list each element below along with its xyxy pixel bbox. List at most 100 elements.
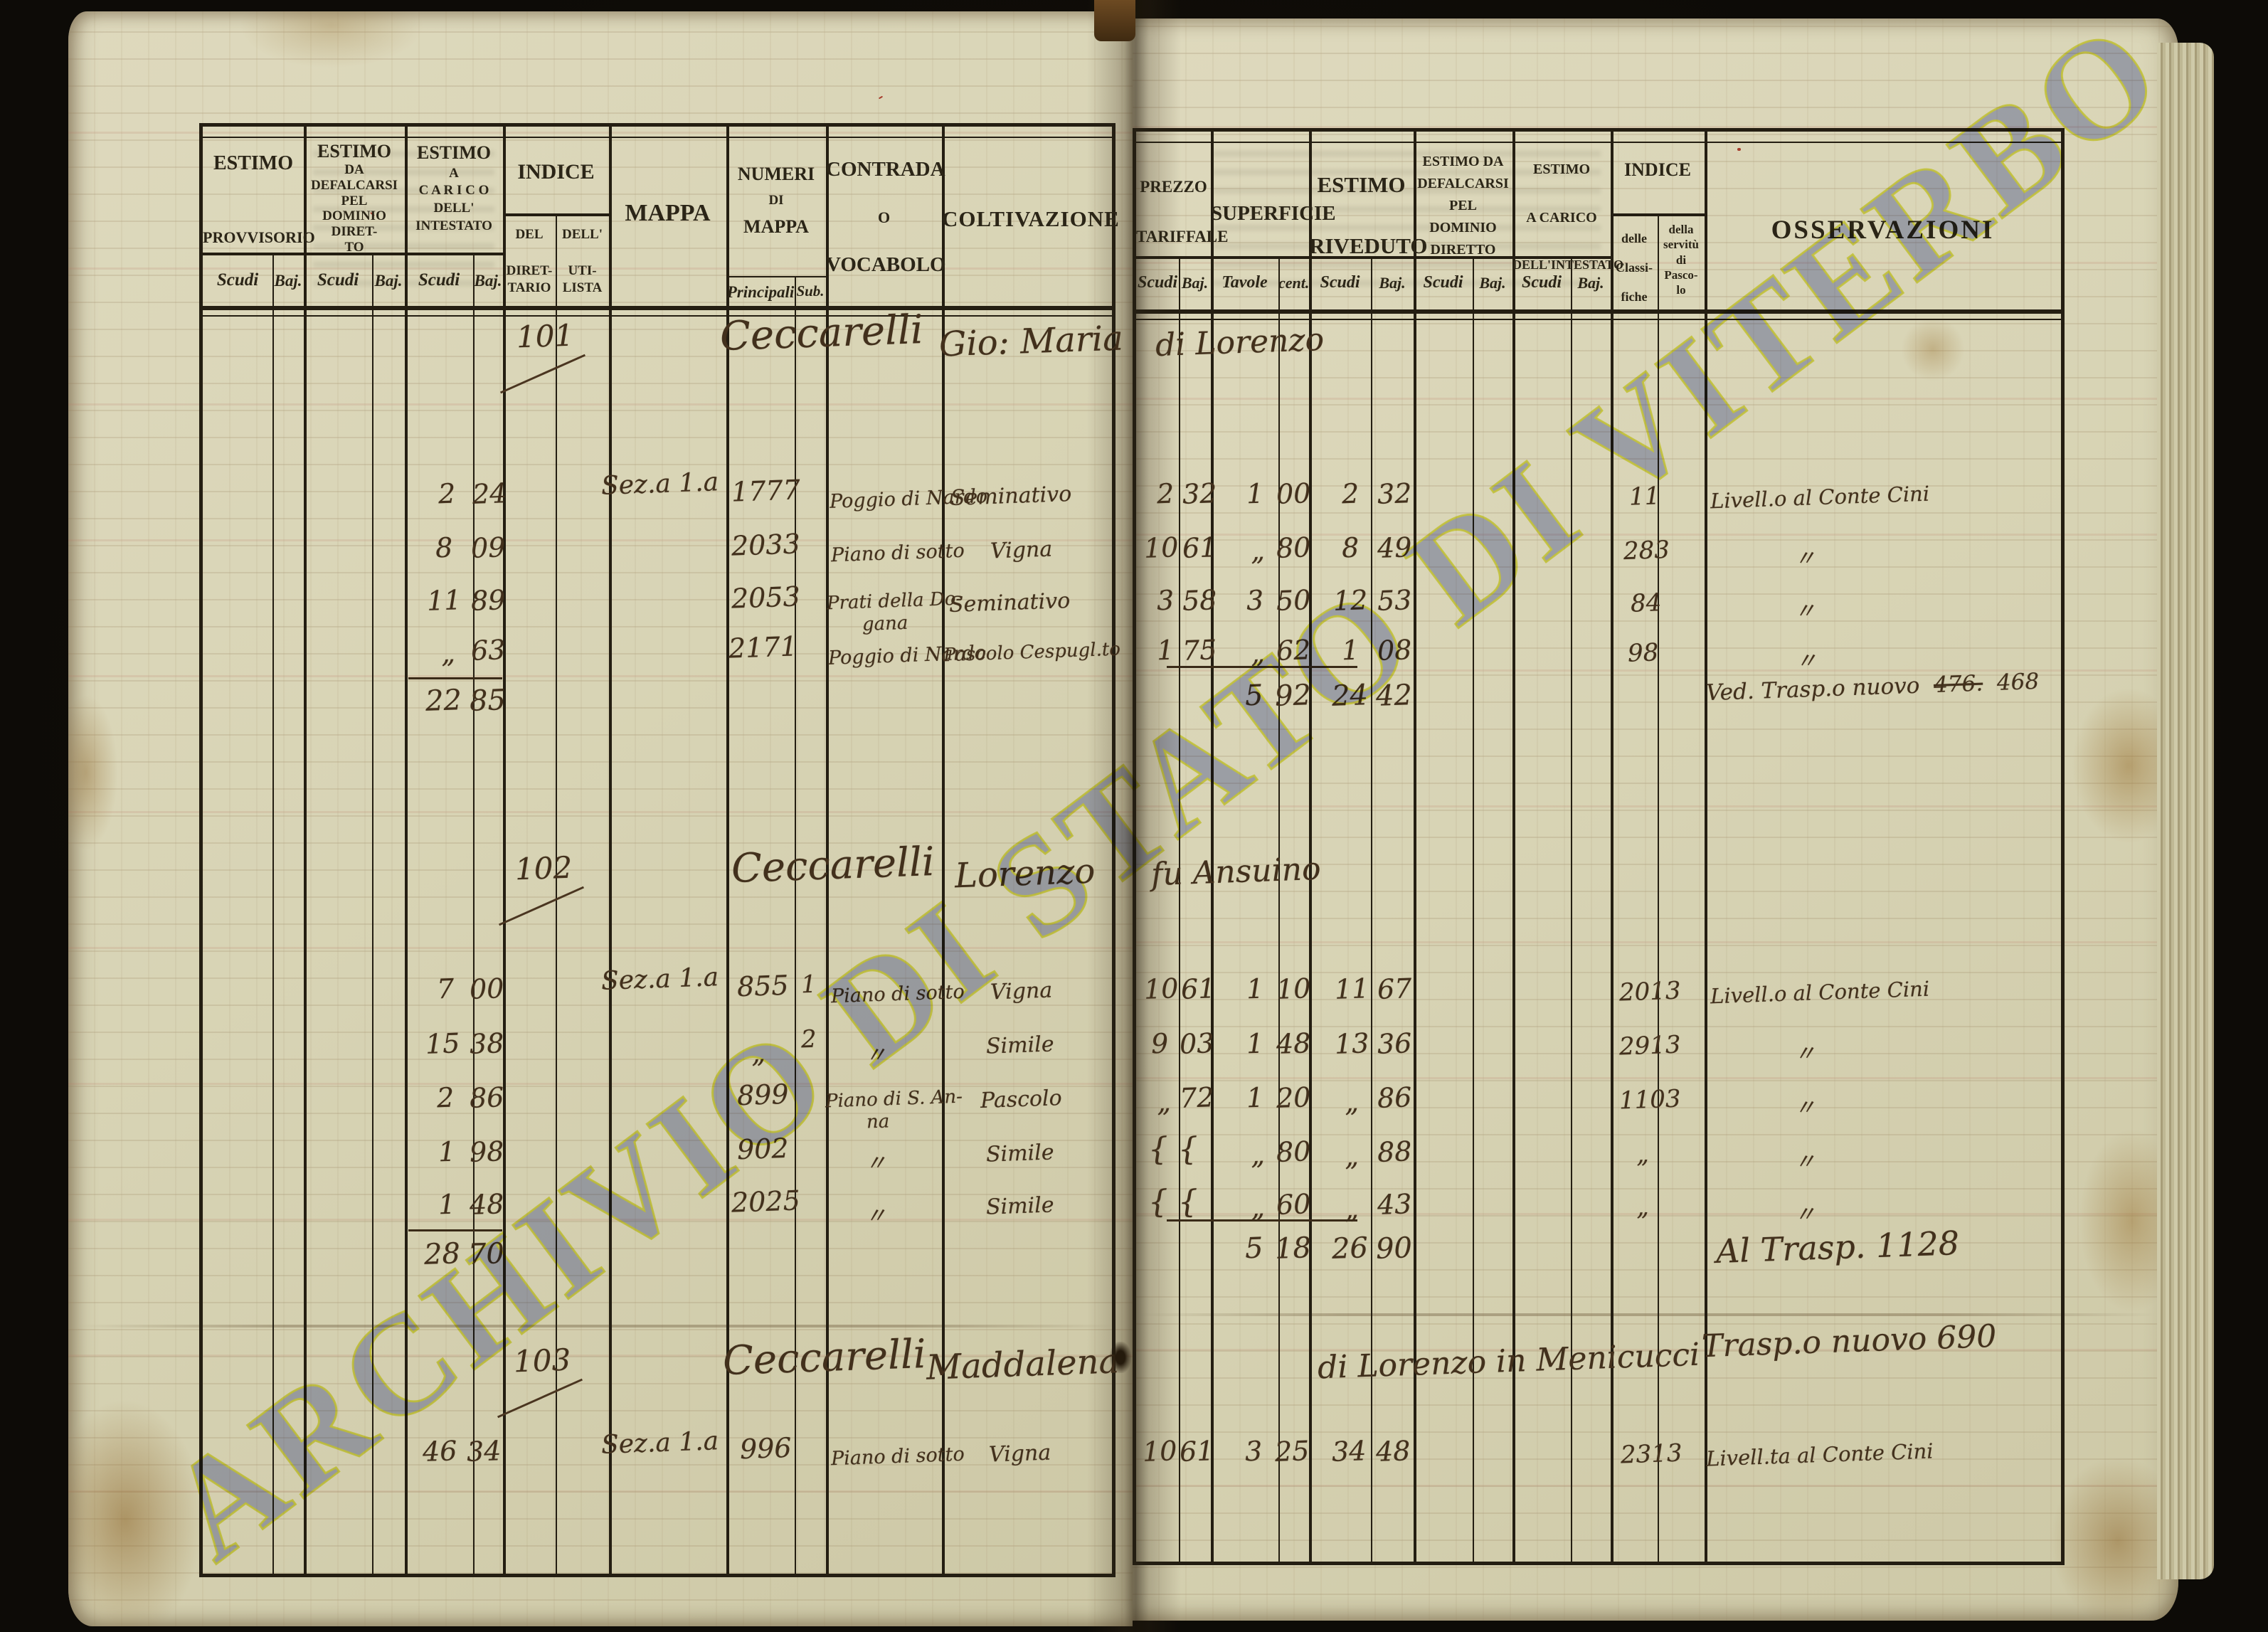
total-riveduto-baj: 90 [1375,1231,1413,1266]
col-header-estimo-carico: ESTIMO A C A R I C O DELL' INTESTATO [405,141,503,235]
subcol-divider [1571,256,1572,1562]
subcol-divider [795,276,796,1574]
cell-riveduto-baj: 88 [1377,1135,1413,1168]
subheader-scudi: Scudi [1320,273,1360,292]
cell-prezzo-scudi: 10 [1142,1435,1178,1468]
cell-contrada-ditto: 〃 [864,1150,887,1177]
ink-blot [1110,1342,1131,1373]
cell-carico-baj: 34 [466,1435,502,1468]
cell-prezzo-baj: 03 [1179,1027,1215,1060]
col-header-principali: Principali [726,283,795,301]
cell-coltivazione: Pascolo [980,1086,1063,1113]
col-header-indice: INDICE [1624,159,1691,180]
cell-carico-baj: 38 [469,1027,505,1060]
cell-contrada-line2: na [866,1111,890,1133]
subcol-divider [556,213,557,1574]
cell-prezzo-brace: { [1148,1183,1169,1221]
cell-coltivazione: Seminativo [950,482,1072,511]
label: PEL [341,193,368,208]
label: DEL [515,227,544,242]
cell-coltivazione: Simile [985,1192,1055,1220]
right-page-ruling [1133,18,2178,1621]
rule [503,213,609,216]
cell-superficie-tavole: „ [1250,534,1266,567]
cell-carico-baj: 00 [469,973,505,1005]
label: ESTIMO [416,142,492,163]
col-header-estimo-carico: ESTIMO A CARICO DELL'INTESTATO [1512,158,1624,275]
cell-carico-baj: 89 [470,584,507,617]
cell-superficie-tavole: 3 [1244,1435,1263,1468]
total-carico-scudi: 22 [425,684,462,718]
label: di [1675,253,1687,267]
cell-prezzo-scudi: 1 [1156,634,1175,667]
total-riveduto-scudi: 26 [1331,1231,1369,1266]
subcol-divider [1473,256,1474,1562]
obs-struck-number: 476. [1933,670,1983,698]
cell-carico-baj: 24 [472,477,508,510]
cell-riveduto-baj: 32 [1377,477,1413,510]
cell-indice-classifiche: 98 [1627,638,1659,668]
cell-prezzo-scudi: 10 [1143,531,1180,564]
cell-indice-classifiche: 84 [1630,588,1662,618]
label: DIRETTO [1430,242,1496,258]
label: DOMINIO DIRET- [322,208,386,240]
label: PREZZO [1140,178,1207,196]
cell-riveduto-baj: 48 [1375,1435,1411,1468]
label: ESTIMO [213,152,294,174]
rule [1136,319,2061,320]
sum-line [1167,1219,1357,1222]
col-header-coltivazione: COLTIVAZIONE [942,206,1120,231]
cell-riveduto-scudi: 13 [1334,1027,1370,1060]
cell-superficie-tavole: „ [1250,1138,1266,1171]
cell-riveduto-scudi: 2 [1341,477,1360,510]
col-divider [304,127,307,1574]
header-bottom-rule [203,306,1112,310]
cell-prezzo-scudi: 10 [1143,973,1180,1005]
cell-carico-scudi: 1 [438,1188,456,1221]
cell-superficie-tavole: 1 [1246,1027,1264,1060]
label: RIVEDUTO [1309,233,1428,259]
label: DELL' [433,201,475,216]
cell-carico-scudi: „ [440,637,456,669]
left-table-frame [199,123,1116,1577]
cell-superficie-cent: 10 [1276,973,1312,1005]
cell-carico-scudi: 7 [436,973,455,1005]
label: TARIFFALE [1136,227,1229,245]
subheader-scudi: Scudi [317,270,359,290]
cell-superficie-cent: 80 [1276,1135,1312,1168]
book-page-edges [2157,43,2214,1579]
cell-riveduto-baj: 86 [1377,1081,1413,1114]
subheader-scudi: Scudi [1423,273,1463,292]
cell-osservazioni-ditto: 〃 [1793,1149,1816,1175]
paper-speck [1737,148,1741,151]
subcol-divider [1278,256,1280,1562]
subheader-cent: cent. [1278,274,1310,292]
cell-numero-principale: 2171 [728,630,798,664]
cell-prezzo-baj: 61 [1182,531,1218,564]
label: Pasco- [1664,267,1698,282]
cell-contrada-line2: gana [862,612,908,636]
col-header-mappa: MAPPA [625,200,711,226]
cell-superficie-tavole: 1 [1246,477,1264,510]
cell-superficie-cent: 60 [1276,1188,1312,1221]
cell-indice-ditto: „ [1636,1192,1650,1222]
stain [68,1399,203,1626]
cell-carico-scudi: 1 [438,1135,456,1168]
cell-coltivazione: Seminativo [948,588,1071,618]
label: INTESTATO [415,218,492,233]
sum-line [1167,666,1357,668]
cell-riveduto-baj: 36 [1377,1027,1413,1060]
col-divider [726,127,729,1574]
cell-prezzo-brace: { [1177,1130,1199,1168]
cell-numero-principale: 1777 [731,474,801,508]
cell-indice-classifiche: 2313 [1620,1438,1683,1470]
cell-prezzo-scudi: 2 [1156,477,1175,510]
col-header-contrada: CONTRADA O VOCABOLO [826,157,946,279]
col-header-indice: INDICE [517,160,595,184]
label: DELL'INTESTATO [1512,258,1624,272]
cell-superficie-tavole: 1 [1246,973,1264,1005]
cell-riveduto-scudi: 11 [1334,973,1370,1005]
cell-superficie-cent: 20 [1276,1081,1312,1114]
col-header-dell-utilista: DELL' UTI- LISTA [556,226,609,297]
col-divider [1512,132,1515,1562]
